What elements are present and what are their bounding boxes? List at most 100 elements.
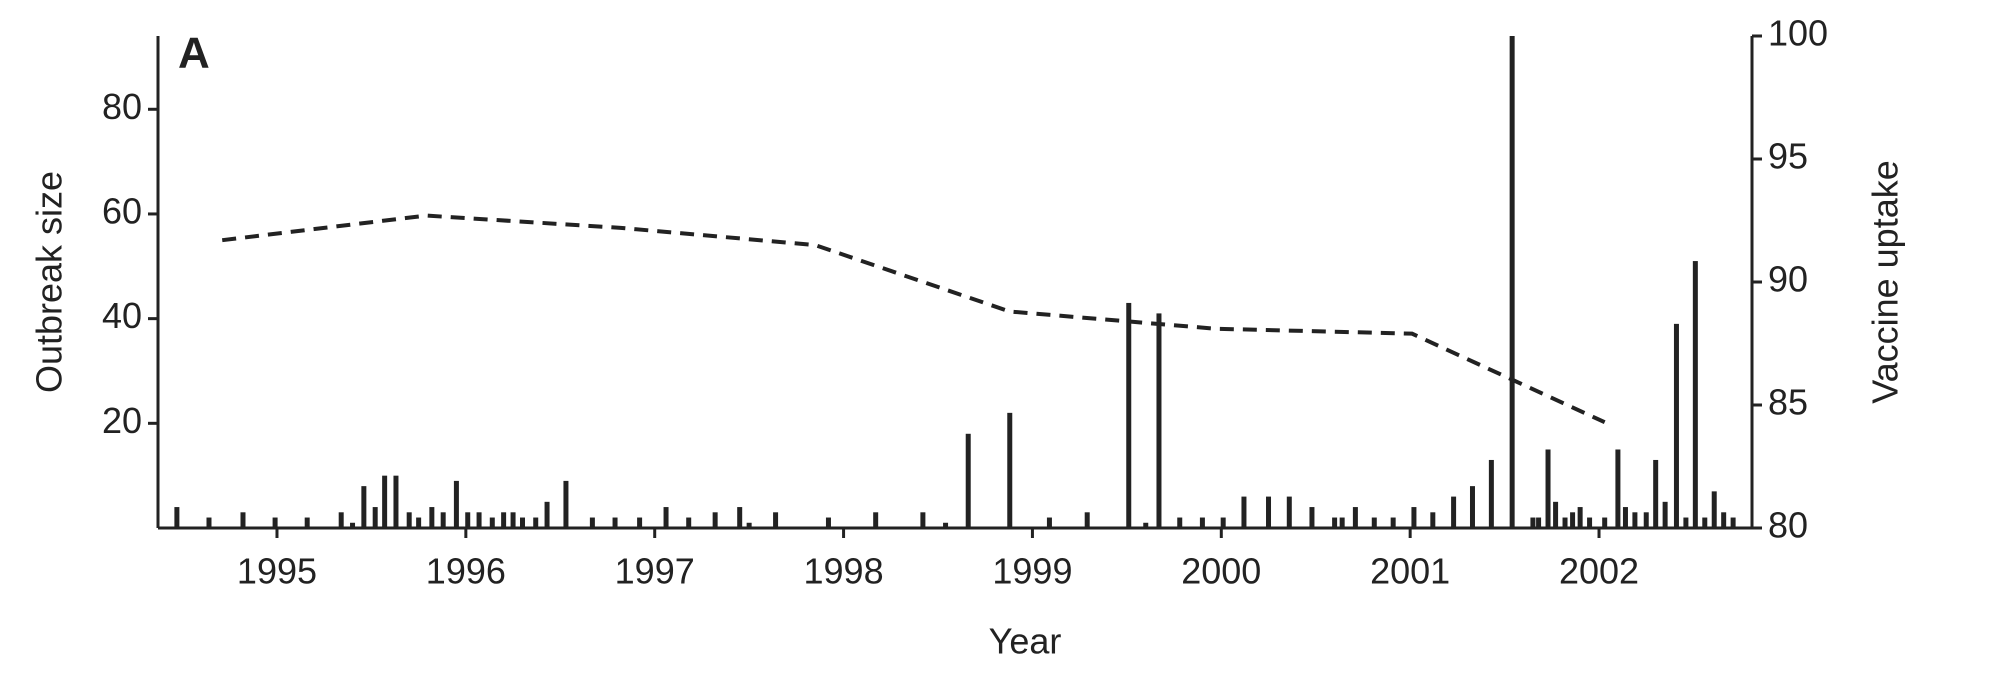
panel-label: A [178,29,210,78]
y2-axis-label: Vaccine uptake [1865,160,1906,404]
bar [372,507,378,528]
bar [1352,507,1358,528]
bar [825,517,831,528]
bar [416,517,422,528]
bar [304,517,310,528]
y2-tick-label: 85 [1768,382,1808,423]
bar [1332,517,1338,528]
bar [1390,517,1396,528]
bar [1156,313,1162,528]
bar [1721,512,1727,528]
x-tick-label: 2001 [1370,551,1450,592]
bar [206,517,212,528]
bar [1177,517,1183,528]
x-axis-label: Year [989,621,1062,662]
x-tick-label: 2002 [1559,551,1639,592]
x-tick-label: 1995 [237,551,317,592]
bar [873,512,879,528]
bar [1577,507,1583,528]
bar [1730,517,1736,528]
bar [1241,496,1247,528]
bar [1692,261,1698,528]
bar [1622,507,1628,528]
bar [429,507,435,528]
bar [272,517,278,528]
bar [1615,449,1621,528]
y2-tick-label: 80 [1768,505,1808,546]
bar [612,517,618,528]
x-tick-label: 1996 [426,551,506,592]
bar [520,517,526,528]
bar [1430,512,1436,528]
bar [501,512,507,528]
y-tick-label: 20 [102,400,142,441]
bar [1046,517,1052,528]
bar [338,512,344,528]
y2-tick-label: 100 [1768,13,1828,54]
bar [1126,302,1132,528]
bar [440,512,446,528]
bar [1632,512,1638,528]
bar [1570,512,1576,528]
bar [746,522,752,528]
bar [1084,512,1090,528]
bar [240,512,246,528]
bar [1451,496,1457,528]
y-tick-label: 60 [102,190,142,231]
bar [1562,517,1568,528]
bar [920,512,926,528]
bar [1545,449,1551,528]
bar [1683,517,1689,528]
bar [686,517,692,528]
bar [1602,517,1608,528]
bar [465,512,471,528]
bar [1199,517,1205,528]
y-tick-label: 80 [102,86,142,127]
y2-tick-label: 95 [1768,136,1808,177]
bar [361,486,367,528]
bar [773,512,779,528]
bar [489,517,495,528]
bar [533,517,539,528]
bar [1309,507,1315,528]
bar [712,512,718,528]
x-tick-label: 2000 [1181,551,1261,592]
bar [1143,522,1149,528]
bar [1662,501,1668,528]
bar [1220,517,1226,528]
bar [589,517,595,528]
bar [737,507,743,528]
bar [1509,36,1515,528]
bar [1711,491,1717,528]
bar [1371,517,1377,528]
bar [965,433,971,528]
bar [544,501,550,528]
bar [1266,496,1272,528]
bar [1653,459,1659,528]
bar [1469,486,1475,528]
bar [510,512,516,528]
bar [637,517,643,528]
bar [382,475,388,528]
bar [663,507,669,528]
bar [1643,512,1649,528]
x-tick-label: 1998 [804,551,884,592]
bar [393,475,399,528]
bar [476,512,482,528]
y-axis-label: Outbreak size [29,171,70,393]
bar [1339,517,1345,528]
bar [1702,517,1708,528]
bar [1530,517,1536,528]
bar [1536,517,1542,528]
bar [1553,501,1559,528]
bar [943,522,949,528]
x-tick-label: 1997 [615,551,695,592]
vaccine-uptake-line [221,213,1606,425]
bar [563,480,569,528]
y-tick-label: 40 [102,295,142,336]
bar [1007,412,1013,528]
bar [1488,459,1494,528]
bar [1587,517,1593,528]
bar [1411,507,1417,528]
